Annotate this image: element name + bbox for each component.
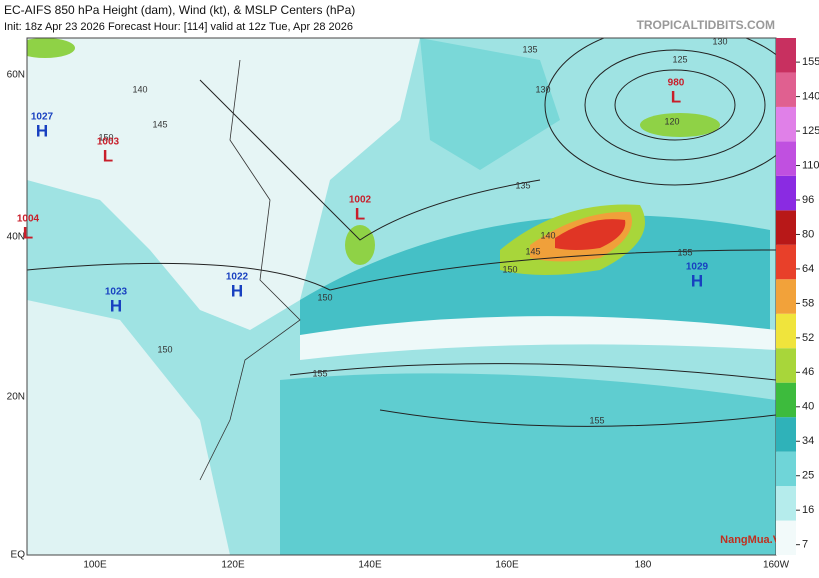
latitude-label: 20N	[7, 392, 25, 403]
pressure-center: H	[231, 281, 243, 300]
pressure-center: H	[110, 296, 122, 315]
contour-label: 135	[522, 44, 537, 54]
contour-label: 150	[157, 344, 172, 354]
colorbar-label: 140	[802, 90, 819, 102]
colorbar-label: 46	[802, 366, 814, 378]
pressure-value: 1022	[226, 272, 249, 283]
colorbar-segment	[776, 106, 796, 142]
colorbar-label: 64	[802, 263, 814, 275]
colorbar-segment	[776, 244, 796, 280]
contour-label: 145	[152, 119, 167, 129]
pressure-center: L	[23, 223, 33, 242]
contour-label: 140	[540, 230, 555, 240]
pressure-center: L	[103, 146, 113, 165]
longitude-label: 180	[635, 560, 652, 571]
pressure-value: 1002	[349, 195, 372, 206]
map	[27, 38, 776, 555]
contour-label: 120	[664, 116, 679, 126]
contour-label: 145	[525, 246, 540, 256]
pressure-center: H	[691, 271, 703, 290]
title: EC-AIFS 850 hPa Height (dam), Wind (kt),…	[4, 3, 355, 17]
watermark: NangMua.VN	[720, 534, 788, 546]
pressure-value: 1004	[17, 214, 40, 225]
colorbar-segment	[776, 486, 796, 521]
colorbar-segment	[776, 520, 796, 555]
colorbar-segment	[776, 382, 796, 418]
colorbar-segment	[776, 279, 796, 314]
contour-label: 150	[98, 132, 113, 142]
colorbar-label: 16	[802, 504, 814, 516]
colorbar-label: 7	[802, 539, 808, 551]
colorbar-segment	[776, 72, 796, 107]
colorbar-segment	[776, 38, 796, 73]
colorbar-segment	[776, 348, 796, 383]
colorbar-segment	[776, 175, 796, 211]
pressure-value: 980	[668, 78, 685, 89]
contour-label: 155	[312, 368, 327, 378]
colorbar-label: 96	[802, 194, 814, 206]
colorbar-label: 155	[802, 56, 819, 68]
pressure-center: L	[671, 87, 681, 106]
colorbar-segment	[776, 417, 796, 452]
contour-label: 155	[589, 415, 604, 425]
contour-label: 130	[535, 84, 550, 94]
pressure-value: 1029	[686, 262, 709, 273]
longitude-label: 160W	[763, 560, 790, 571]
longitude-label: 160E	[495, 560, 519, 571]
colorbar-label: 34	[802, 435, 814, 447]
colorbar-label: 80	[802, 228, 814, 240]
latitude-label: 40N	[7, 232, 25, 243]
contour-label: 135	[515, 180, 530, 190]
latitude-label: 60N	[7, 70, 25, 81]
contour-label: 125	[672, 54, 687, 64]
contour-label: 150	[502, 264, 517, 274]
contour-label: 130	[712, 36, 727, 46]
contour-label: 155	[677, 247, 692, 257]
pressure-center: L	[355, 204, 365, 223]
colorbar-segment	[776, 451, 796, 487]
longitude-label: 100E	[83, 560, 107, 571]
longitude-label: 120E	[221, 560, 245, 571]
contour-label: 150	[317, 292, 332, 302]
pressure-value: 1003	[97, 137, 120, 148]
colorbar-label: 110	[802, 159, 819, 171]
pressure-value: 1023	[105, 287, 128, 298]
colorbar-segment	[776, 210, 796, 245]
colorbar-label: 58	[802, 297, 814, 309]
colorbar-segment	[776, 141, 796, 176]
colorbar-label: 125	[802, 125, 819, 137]
latitude-label: EQ	[11, 550, 26, 561]
colorbar-segment	[776, 313, 796, 349]
colorbar-label: 40	[802, 401, 814, 413]
contour-label: 140	[132, 84, 147, 94]
site-name: TROPICALTIDBITS.COM	[637, 18, 775, 32]
colorbar-label: 25	[802, 470, 814, 482]
colorbar-label: 52	[802, 332, 814, 344]
pressure-value: 1027	[31, 112, 54, 123]
longitude-label: 140E	[358, 560, 382, 571]
subtitle: Init: 18z Apr 23 2026 Forecast Hour: [11…	[4, 21, 353, 33]
pressure-center: H	[36, 121, 48, 140]
